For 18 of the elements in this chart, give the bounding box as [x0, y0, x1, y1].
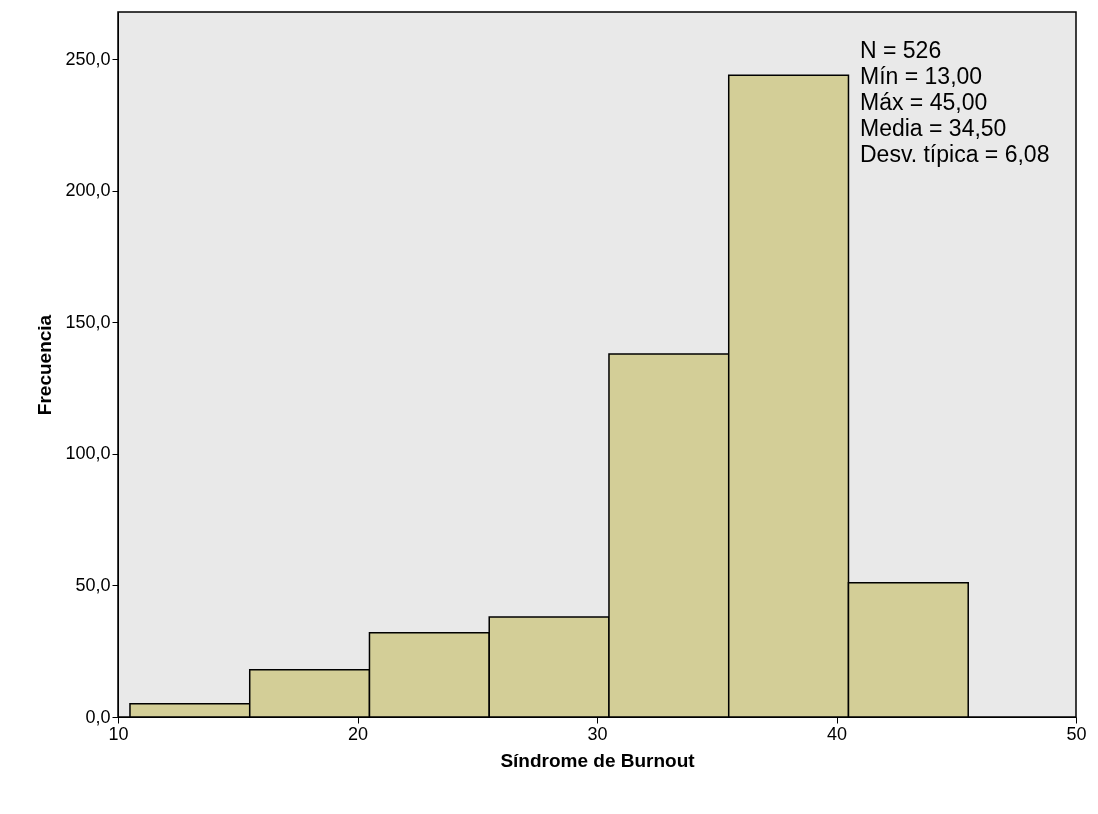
y-tick-label: 100,0 [65, 443, 111, 464]
annotation: Desv. típica = 6,08 [860, 141, 1050, 167]
y-tick-label: 0,0 [85, 706, 111, 727]
annotation: N = 526 [860, 37, 942, 63]
y-tick-label: 250,0 [65, 48, 111, 69]
annotation: Media = 34,50 [860, 115, 1007, 141]
annotation: Máx = 45,00 [860, 89, 988, 115]
x-tick-label: 40 [826, 723, 848, 744]
x-tick-label: 50 [1066, 723, 1087, 744]
y-tick-label: 150,0 [65, 311, 111, 332]
y-tick-label: 200,0 [65, 180, 111, 201]
x-axis-title: Síndrome de Burnout [500, 749, 696, 771]
y-tick-label: 50,0 [75, 574, 111, 595]
x-tick-label: 30 [587, 723, 608, 744]
x-tick-label: 20 [347, 723, 369, 744]
annotation: Mín = 13,00 [860, 63, 983, 89]
x-tick-label: 10 [108, 723, 129, 744]
y-axis-title: Frecuencia [34, 314, 56, 416]
